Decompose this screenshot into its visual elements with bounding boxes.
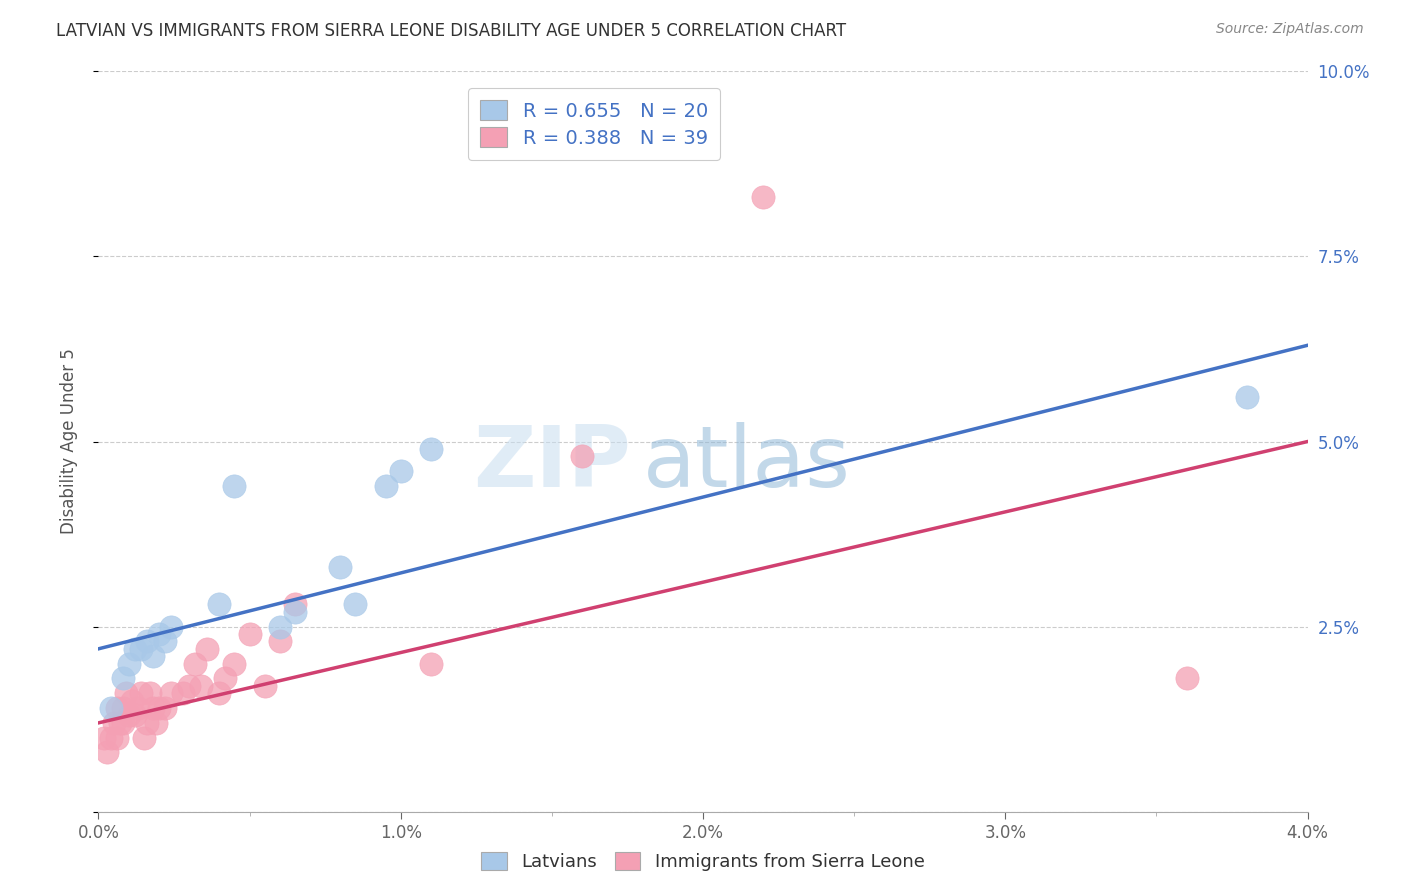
Point	[239, 627, 262, 641]
Point	[100, 701, 122, 715]
Point	[329, 560, 352, 574]
Point	[118, 657, 141, 671]
Point	[103, 715, 125, 730]
Point	[284, 605, 307, 619]
Point	[420, 657, 443, 671]
Point	[124, 708, 146, 723]
Point	[121, 694, 143, 708]
Point	[153, 701, 176, 715]
Point	[108, 715, 131, 730]
Point	[269, 619, 291, 633]
Point	[344, 598, 367, 612]
Point	[111, 672, 134, 686]
Point	[124, 641, 146, 656]
Point	[172, 686, 194, 700]
Point	[374, 479, 396, 493]
Point	[132, 731, 155, 745]
Point	[129, 641, 152, 656]
Text: LATVIAN VS IMMIGRANTS FROM SIERRA LEONE DISABILITY AGE UNDER 5 CORRELATION CHART: LATVIAN VS IMMIGRANTS FROM SIERRA LEONE …	[56, 22, 846, 40]
Point	[208, 686, 231, 700]
Point	[420, 442, 443, 456]
Point	[148, 701, 170, 715]
Text: ZIP: ZIP	[472, 422, 630, 505]
Point	[105, 701, 128, 715]
Point	[129, 686, 152, 700]
Point	[160, 686, 183, 700]
Point	[1175, 672, 1198, 686]
Point	[114, 686, 136, 700]
Point	[214, 672, 236, 686]
Point	[208, 598, 231, 612]
Text: Source: ZipAtlas.com: Source: ZipAtlas.com	[1216, 22, 1364, 37]
Point	[111, 715, 134, 730]
Point	[135, 634, 157, 648]
Point	[184, 657, 207, 671]
Point	[118, 708, 141, 723]
Point	[752, 190, 775, 204]
Point	[135, 715, 157, 730]
Point	[284, 598, 307, 612]
Point	[224, 657, 246, 671]
Point	[190, 679, 212, 693]
Legend: R = 0.655   N = 20, R = 0.388   N = 39: R = 0.655 N = 20, R = 0.388 N = 39	[468, 88, 720, 160]
Point	[195, 641, 218, 656]
Point	[142, 649, 165, 664]
Point	[100, 731, 122, 745]
Point	[148, 627, 170, 641]
Point	[389, 464, 412, 478]
Point	[153, 634, 176, 648]
Point	[160, 619, 183, 633]
Y-axis label: Disability Age Under 5: Disability Age Under 5	[59, 349, 77, 534]
Point	[253, 679, 276, 693]
Point	[1236, 390, 1258, 404]
Point	[96, 746, 118, 760]
Point	[111, 701, 134, 715]
Point	[269, 634, 291, 648]
Point	[139, 686, 162, 700]
Point	[93, 731, 115, 745]
Point	[571, 450, 593, 464]
Point	[127, 701, 149, 715]
Point	[142, 701, 165, 715]
Point	[179, 679, 201, 693]
Text: atlas: atlas	[643, 422, 851, 505]
Point	[224, 479, 246, 493]
Point	[105, 731, 128, 745]
Legend: Latvians, Immigrants from Sierra Leone: Latvians, Immigrants from Sierra Leone	[474, 845, 932, 879]
Point	[145, 715, 167, 730]
